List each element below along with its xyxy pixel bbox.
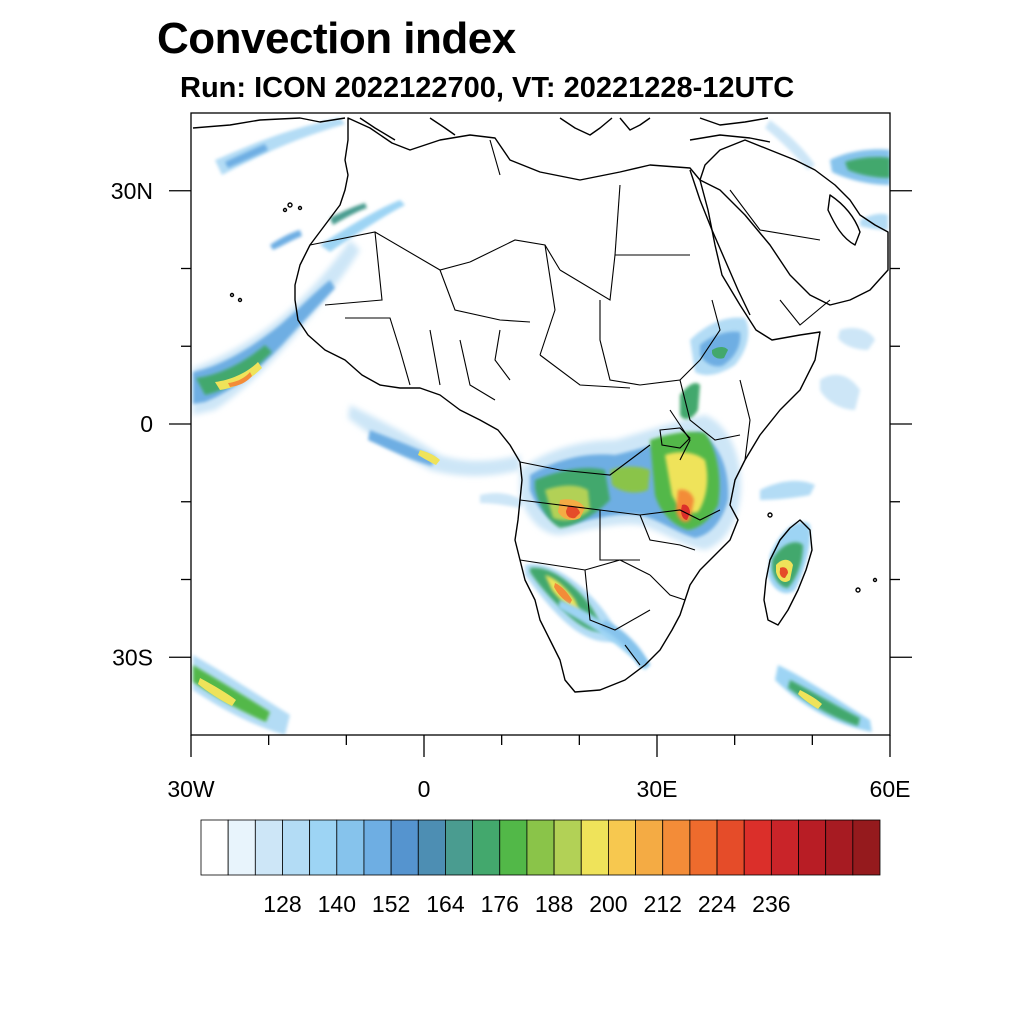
colorbar-swatch (499, 819, 528, 876)
convection-madagascar (768, 521, 811, 594)
colorbar-swatch (662, 819, 691, 876)
map-subtitle: Run: ICON 2022122700, VT: 20221228-12UTC (180, 72, 795, 104)
convection-namibia-botswana (525, 564, 650, 670)
colorbar-swatch (526, 819, 555, 876)
plot-area (191, 113, 890, 735)
lat-tick-label: 0 (140, 411, 153, 437)
colorbar-label: 152 (372, 891, 410, 917)
colorbar-swatch (336, 819, 365, 876)
map-axes: 30W 0 30E 60E 30N 0 30S (111, 178, 912, 802)
convection-south-atlantic (193, 655, 290, 735)
lon-tick-label: 60E (870, 776, 911, 802)
colorbar-label: 212 (644, 891, 682, 917)
colorbar-swatch (309, 819, 338, 876)
colorbar-label: 200 (589, 891, 627, 917)
colorbar-swatch (200, 819, 229, 876)
map-title: Convection index (157, 14, 516, 63)
colorbar-label: 128 (263, 891, 301, 917)
colorbar-label: 224 (698, 891, 737, 917)
convection-ethiopia (680, 317, 749, 420)
colorbar-swatch (417, 819, 446, 876)
africa-coastline (294, 117, 821, 693)
colorbar-label: 236 (752, 891, 790, 917)
lon-tick-label: 0 (418, 776, 431, 802)
colorbar-swatch (553, 819, 582, 876)
arabia-coastline (699, 139, 889, 306)
colorbar-swatch (608, 819, 636, 876)
coastlines (192, 117, 889, 693)
lon-tick-label: 30E (637, 776, 678, 802)
colorbar-swatch (635, 819, 664, 876)
colorbar-swatch (743, 819, 772, 876)
colorbar-swatch (390, 819, 419, 876)
colorbar-swatch (227, 819, 256, 876)
colorbar-swatch (363, 819, 392, 876)
colorbar-swatch (445, 819, 474, 876)
convection-middle-east (765, 120, 890, 230)
colorbar-swatch (825, 819, 854, 876)
colorbar-label: 164 (426, 891, 465, 917)
country-borders (309, 139, 831, 666)
colorbar-swatch (282, 819, 311, 876)
colorbar-label: 188 (535, 891, 573, 917)
colorbar-swatch (580, 819, 609, 876)
lat-tick-label: 30S (112, 644, 153, 670)
colorbar: 128 140 152 164 176 188 200 212 224 236 (200, 819, 881, 917)
colorbar-swatch (254, 819, 283, 876)
convection-atlantic-west-africa (193, 240, 360, 415)
lat-tick-label: 30N (111, 178, 153, 204)
colorbar-swatch (798, 819, 827, 876)
colorbar-swatch (852, 819, 881, 876)
colorbar-label: 176 (481, 891, 519, 917)
madagascar-coastline (763, 519, 813, 626)
colorbar-label: 140 (318, 891, 356, 917)
convection-north-atlantic (215, 118, 345, 175)
colorbar-swatch (689, 819, 718, 876)
convection-central-east-africa (520, 415, 741, 550)
colorbar-swatch (472, 819, 501, 876)
convection-south-indian-ocean (775, 665, 872, 732)
colorbar-swatch (716, 819, 745, 876)
lon-tick-label: 30W (167, 776, 215, 802)
colorbar-swatch (770, 819, 799, 876)
convection-gulf-of-guinea (348, 405, 520, 476)
